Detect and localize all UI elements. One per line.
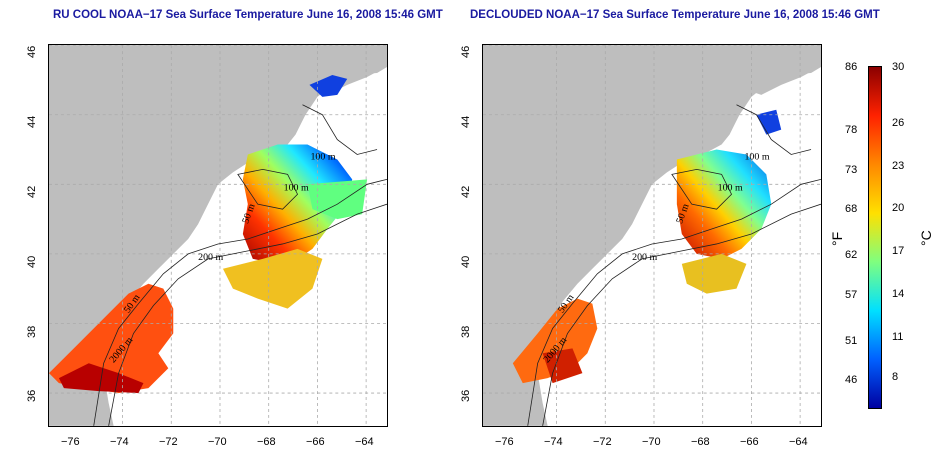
f-label: 73: [845, 164, 858, 176]
c-label: 11: [892, 331, 904, 343]
y-tick: 42: [460, 185, 472, 198]
x-tick: −68: [691, 436, 710, 448]
f-label: 78: [845, 124, 858, 136]
x-tick: −68: [257, 436, 276, 448]
sst-gulf-maine: [242, 144, 353, 264]
nova-scotia: [739, 63, 817, 95]
y-tick: 40: [460, 255, 472, 268]
c-label: 20: [892, 202, 905, 214]
sst-gulf-maine: [676, 149, 772, 259]
y-tick: 40: [26, 255, 38, 268]
y-tick: 36: [26, 389, 38, 402]
x-tick: −66: [306, 436, 325, 448]
y-tick: 38: [460, 325, 472, 338]
right-panel-title: DECLOUDED NOAA−17 Sea Surface Temperatur…: [470, 9, 880, 21]
x-tick: −64: [355, 436, 374, 448]
c-label: 8: [892, 371, 899, 383]
contour-label-200m: 200 m: [198, 252, 223, 263]
y-tick: 42: [26, 185, 38, 198]
c-label: 30: [892, 61, 905, 73]
land-mass: [49, 45, 387, 426]
sst-cool: [307, 179, 368, 220]
sst-shelf-warm: [49, 283, 174, 394]
sst-north: [756, 109, 782, 135]
f-label: 46: [845, 374, 858, 386]
c-label: 17: [892, 245, 905, 257]
f-label: 51: [845, 335, 858, 347]
contour-label-100m-a: 100 m: [744, 151, 769, 162]
fahrenheit-unit: °F: [829, 231, 845, 246]
left-sst-map[interactable]: 100 m 100 m 200 m 50 m 50 m 2000 m: [48, 44, 388, 427]
x-tick: −76: [495, 436, 514, 448]
c-label: 26: [892, 117, 905, 129]
c-label: 23: [892, 160, 905, 172]
x-tick: −72: [593, 436, 612, 448]
f-label: 68: [845, 203, 858, 215]
right-sst-map[interactable]: 100 m 100 m 200 m 50 m 50 m 2000 m: [482, 44, 822, 427]
f-label: 62: [845, 249, 858, 261]
contour-label-100m-b: 100 m: [718, 182, 743, 193]
x-tick: −76: [61, 436, 80, 448]
y-tick: 44: [26, 115, 38, 128]
celsius-unit: °C: [918, 230, 934, 246]
bathymetry-contours: [527, 104, 821, 426]
color-scale-bar: [868, 66, 882, 409]
x-tick: −64: [789, 436, 808, 448]
x-tick: −74: [110, 436, 129, 448]
c-label: 14: [892, 288, 905, 300]
y-tick: 36: [460, 389, 472, 402]
sst-mid: [681, 253, 747, 294]
x-tick: −70: [642, 436, 661, 448]
f-label: 57: [845, 289, 858, 301]
contour-label-100m-b: 100 m: [284, 182, 309, 193]
x-tick: −74: [544, 436, 563, 448]
x-tick: −70: [208, 436, 227, 448]
y-tick: 46: [26, 45, 38, 58]
right-map-canvas: 100 m 100 m 200 m 50 m 50 m 2000 m: [483, 45, 821, 426]
sst-north: [309, 74, 348, 97]
left-panel-title: RU COOL NOAA−17 Sea Surface Temperature …: [53, 9, 443, 21]
contour-label-100m-a: 100 m: [310, 151, 335, 162]
x-tick: −66: [740, 436, 759, 448]
left-map-canvas: 100 m 100 m 200 m 50 m 50 m 2000 m: [49, 45, 387, 426]
contour-label-200m: 200 m: [632, 252, 657, 263]
y-tick: 44: [460, 115, 472, 128]
y-tick: 46: [460, 45, 472, 58]
y-tick: 38: [26, 325, 38, 338]
land-mass: [483, 45, 821, 426]
f-label: 86: [845, 61, 858, 73]
x-tick: −72: [159, 436, 178, 448]
bathymetry-contours: [93, 104, 387, 426]
sst-mid: [222, 248, 323, 309]
